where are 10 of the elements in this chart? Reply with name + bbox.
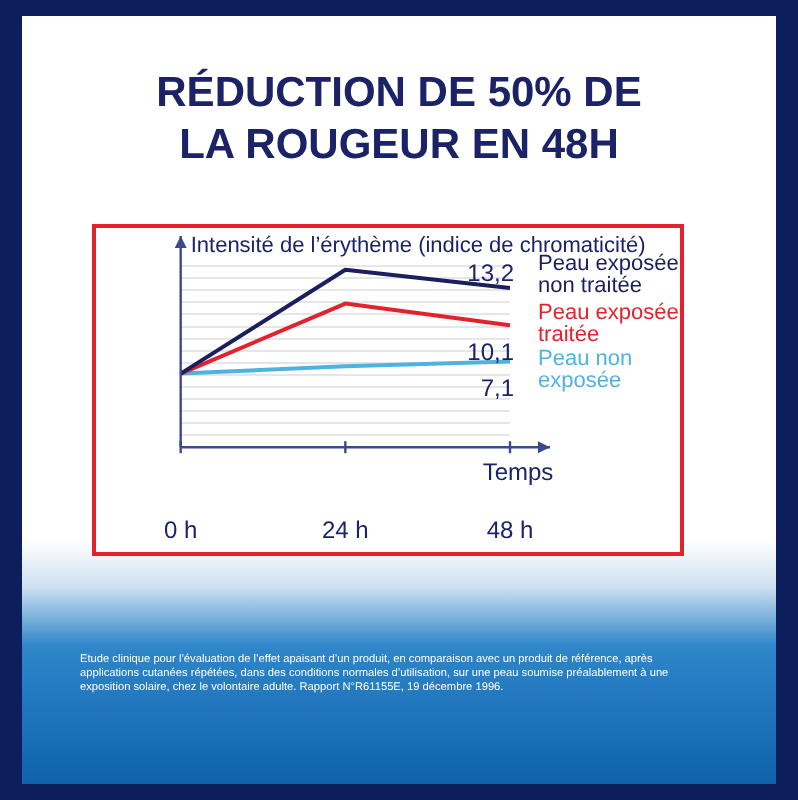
x-tick-label: 24 h [321, 516, 369, 545]
data-label: 13,2 [467, 258, 515, 287]
series-label: Peau non exposée [538, 347, 633, 394]
chart-title: RÉDUCTION DE 50% DE LA ROUGEUR EN 48H [154, 68, 644, 172]
x-tick-label: 0 h [163, 516, 198, 545]
series-label: Peau exposée traitée [538, 301, 679, 348]
data-label: 10,1 [467, 337, 515, 366]
data-label: 7,1 [480, 374, 515, 403]
x-tick-label: 48 h [486, 516, 534, 545]
x-axis-title: Temps [482, 457, 554, 486]
